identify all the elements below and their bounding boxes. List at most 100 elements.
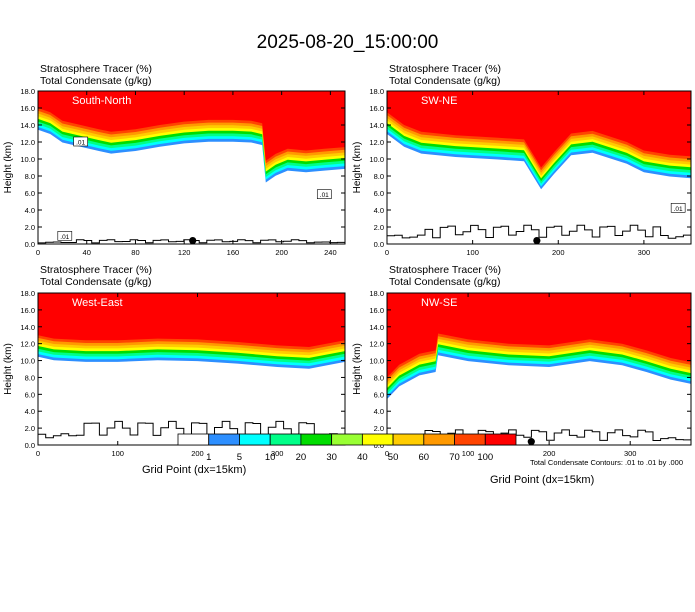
panel-4-group: NW-SE 0.0 2.0 4.0 6.0 8.0 10.0 12.0 14.0 16.0 18.0… <box>352 289 692 458</box>
panel-1-ytick-label-5: 10.0 <box>20 155 35 164</box>
panel-4-var-label-condensate: Total Condensate (g/kg) <box>389 276 501 288</box>
panel-2-contour-label-box-1 <box>670 203 686 213</box>
panel-1-tracer-core <box>38 91 345 159</box>
panel-2-var-label-condensate: Total Condensate (g/kg) <box>389 75 501 87</box>
panel-1-var-label-condensate: Total Condensate (g/kg) <box>40 75 152 87</box>
panel-2-ytick-label-2: 4.0 <box>374 206 384 215</box>
panel-4-plot-area <box>387 293 691 445</box>
colorbar-level-8: 60 <box>419 452 430 463</box>
panel-2-xtick-label-2: 200 <box>552 248 565 257</box>
panel-2-xtick-label-1: 100 <box>466 248 479 257</box>
panel-4-ytick-label-3: 6.0 <box>374 390 384 399</box>
panel-1-contour-label-2: .01 <box>60 234 69 241</box>
panel-2-plot-area <box>387 91 691 244</box>
panel-3-ytick-label-5: 10.0 <box>20 357 35 366</box>
panel-2-ytick-label-4: 8.0 <box>374 172 384 181</box>
panel-3-ytick-label-4: 8.0 <box>25 373 35 382</box>
panel-4-ytick-label-8: 16.0 <box>369 306 384 315</box>
panel-1-contour-label-1: .01 <box>76 140 85 147</box>
panel-1-ytick-label-6: 12.0 <box>20 138 35 147</box>
panel-2-ytick-label-3: 6.0 <box>374 189 384 198</box>
panel-2-xtick-label-0: 0 <box>385 248 389 257</box>
panel-3-ylabel: Height (km) <box>3 343 14 395</box>
panel-1-contour-label-box-2 <box>57 231 73 241</box>
panel-1-xtick-label-6: 240 <box>324 248 337 257</box>
panel-4-ytick-label-2: 4.0 <box>374 407 384 416</box>
panel-2-xtick-label-3: 300 <box>638 248 651 257</box>
panel-4-xtick-label-2: 200 <box>543 449 556 458</box>
colorbar-level-3: 10 <box>265 452 276 463</box>
panel-1-xtick-label-2: 80 <box>131 248 139 257</box>
panel-3-xtick-label-0: 0 <box>36 449 40 458</box>
panel-2-panel-label: SW-NE <box>421 95 457 107</box>
colorbar-box-10 <box>454 433 486 446</box>
panel-3-xaxis-label: Grid Point (dx=15km) <box>142 464 247 476</box>
colorbar-box-9 <box>423 433 455 446</box>
panel-4-ytick-label-0: 0.0 <box>374 441 384 450</box>
panel-2-ytick-label-1: 2.0 <box>374 223 384 232</box>
panel-1-var-labels: Stratosphere Tracer (%) Total Condensate… <box>40 63 152 87</box>
colorbar-box-6 <box>331 433 363 446</box>
panel-1-station-marker <box>189 237 197 244</box>
panel-3-ytick-label-6: 12.0 <box>20 340 35 349</box>
panel-4-ytick-label-4: 8.0 <box>374 373 384 382</box>
panel-1-ytick-label-2: 4.0 <box>25 206 35 215</box>
panel-1-xtick-label-5: 200 <box>275 248 288 257</box>
panel-1-contour-label-box-1 <box>73 136 88 147</box>
panel-4-ylabel: Height (km) <box>352 343 363 395</box>
panel-2-group: SW-NE 0.0 2.0 4.0 6.0 8.0 10.0 12.0 14.0 16.0 18.0… <box>352 87 692 257</box>
panel-2-ytick-label-0: 0.0 <box>374 240 384 249</box>
panel-2-var-labels: Stratosphere Tracer (%) Total Condensate… <box>389 63 501 87</box>
panel-2-var-label-tracer: Stratosphere Tracer (%) <box>389 63 502 75</box>
panel-3-var-labels: Stratosphere Tracer (%) Total Condensate… <box>40 264 152 288</box>
panel-1-xtick-label-0: 0 <box>36 248 40 257</box>
figure-title: 2025-08-20_15:00:00 <box>256 32 439 53</box>
panel-3-ytick-label-9: 18.0 <box>20 289 35 298</box>
colorbar-level-1: 1 <box>206 452 211 463</box>
panel-1-ytick-label-9: 18.0 <box>20 87 35 96</box>
panel-2-ytick-label-7: 14.0 <box>369 121 384 130</box>
colorbar-level-4: 20 <box>296 452 307 463</box>
panel-1-plot-area <box>38 91 345 244</box>
panel-1-xtick-label-1: 40 <box>83 248 91 257</box>
panel-3-ytick-label-3: 6.0 <box>25 390 35 399</box>
panel-4-tracer-core <box>387 293 691 375</box>
panel-4-ytick-label-9: 18.0 <box>369 289 384 298</box>
colorbar-box-1 <box>177 433 210 446</box>
panel-4-ytick-label-7: 14.0 <box>369 323 384 332</box>
panel-2-contour-label-1: .01 <box>674 206 683 213</box>
panel-3-xtick-label-1: 100 <box>111 449 124 458</box>
panel-2-ytick-label-6: 12.0 <box>369 138 384 147</box>
panel-1-ytick-label-4: 8.0 <box>25 172 35 181</box>
panel-1-contour-label-3: .01 <box>320 192 329 199</box>
contour-note: Total Condensate Contours: .01 to .01 by… <box>530 458 684 467</box>
panel-1-var-label-tracer: Stratosphere Tracer (%) <box>40 63 153 75</box>
panel-1-ylabel: Height (km) <box>3 142 14 194</box>
panel-4-ytick-label-5: 10.0 <box>369 357 384 366</box>
colorbar-level-5: 30 <box>326 452 337 463</box>
panel-2-frame <box>386 90 692 245</box>
panel-4-ytick-label-6: 12.0 <box>369 340 384 349</box>
colorbar-box-8 <box>392 433 425 446</box>
colorbar-box-4 <box>269 433 302 446</box>
panel-3-var-label-tracer: Stratosphere Tracer (%) <box>40 264 153 276</box>
panel-3-ytick-label-1: 2.0 <box>25 424 35 433</box>
panel-3-tracer-core <box>38 293 345 345</box>
colorbar-level-9: 70 <box>449 452 460 463</box>
panel-4-xtick-label-3: 300 <box>624 449 637 458</box>
panel-2-ytick-label-9: 18.0 <box>369 87 384 96</box>
panel-4-var-label-tracer: Stratosphere Tracer (%) <box>389 264 502 276</box>
panel-4-station-marker <box>527 438 535 445</box>
panel-1-panel-label: South-North <box>72 95 131 107</box>
colorbar-level-6: 40 <box>357 452 368 463</box>
panel-4-ytick-label-1: 2.0 <box>374 424 384 433</box>
colorbar-level-7: 50 <box>388 452 399 463</box>
panel-3-group: West-East 0.0 2.0 4.0 6.0 8.0 10.0 12.0 14.0 16.0… <box>3 289 346 458</box>
colorbar-box-2 <box>208 433 240 446</box>
colorbar-level-10: 100 <box>477 452 493 463</box>
panel-1-ytick-label-8: 16.0 <box>20 104 35 113</box>
panel-1-xtick-label-3: 120 <box>178 248 191 257</box>
panel-4-panel-label: NW-SE <box>421 297 457 309</box>
